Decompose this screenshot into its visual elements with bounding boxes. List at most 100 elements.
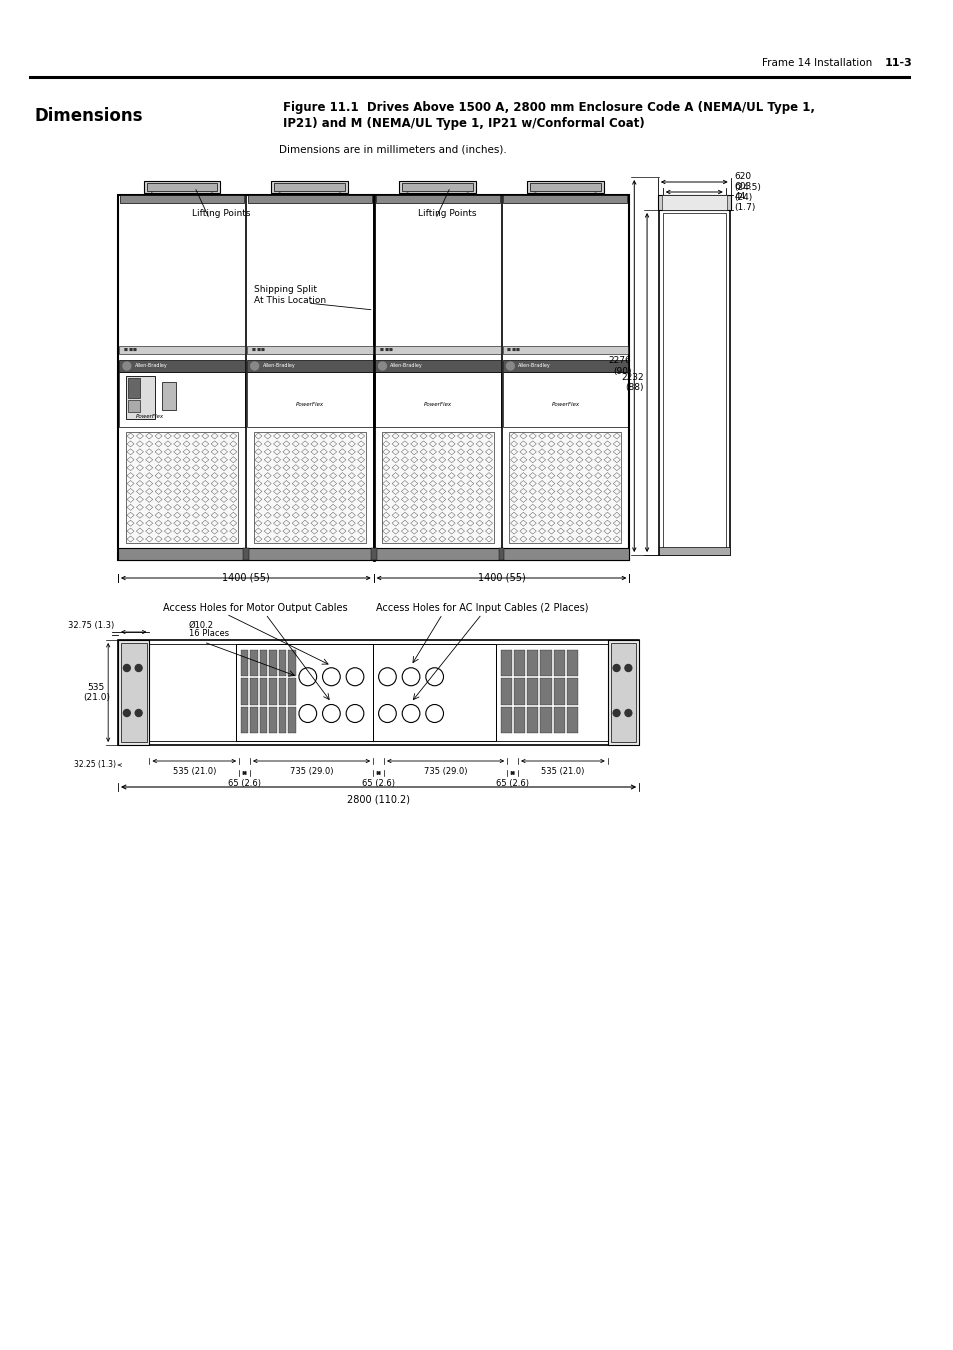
Text: IP21) and M (NEMA/UL Type 1, IP21 w/Conformal Coat): IP21) and M (NEMA/UL Type 1, IP21 w/Conf… bbox=[283, 117, 644, 131]
Text: 535 (21.0): 535 (21.0) bbox=[172, 767, 215, 776]
Text: 2276
(90): 2276 (90) bbox=[608, 356, 631, 375]
Text: ■ ■■: ■ ■■ bbox=[252, 348, 264, 352]
Bar bbox=[243, 548, 249, 560]
Bar bbox=[553, 706, 564, 733]
Circle shape bbox=[613, 710, 619, 717]
Bar bbox=[259, 649, 267, 676]
Text: 65 (2.6): 65 (2.6) bbox=[496, 779, 529, 788]
Bar bbox=[375, 360, 500, 373]
Text: 11-3: 11-3 bbox=[884, 58, 912, 68]
Text: PowerFlex: PowerFlex bbox=[295, 402, 323, 406]
Bar bbox=[661, 194, 726, 211]
Bar bbox=[375, 194, 499, 202]
Circle shape bbox=[624, 664, 631, 671]
Bar bbox=[128, 400, 139, 412]
Text: 1400 (55): 1400 (55) bbox=[477, 572, 525, 583]
Bar bbox=[269, 678, 276, 705]
Bar bbox=[241, 678, 248, 705]
Bar bbox=[500, 678, 512, 705]
Text: 2800 (110.2): 2800 (110.2) bbox=[347, 794, 410, 805]
Bar bbox=[247, 360, 373, 373]
Bar bbox=[514, 678, 524, 705]
Text: 603
(24): 603 (24) bbox=[734, 182, 752, 201]
Bar bbox=[288, 706, 295, 733]
Bar bbox=[539, 678, 551, 705]
Text: Frame 14 Installation: Frame 14 Installation bbox=[761, 58, 871, 68]
Circle shape bbox=[123, 710, 131, 717]
Bar bbox=[500, 649, 512, 676]
Bar bbox=[150, 644, 235, 741]
Bar bbox=[553, 678, 564, 705]
Bar bbox=[278, 678, 286, 705]
Bar bbox=[288, 649, 295, 676]
Bar bbox=[553, 649, 564, 676]
Bar bbox=[259, 678, 267, 705]
Bar bbox=[496, 644, 609, 741]
Bar bbox=[147, 184, 217, 190]
Bar bbox=[662, 213, 725, 552]
Bar bbox=[381, 432, 493, 543]
Bar bbox=[272, 181, 348, 193]
Bar bbox=[143, 181, 220, 193]
Bar bbox=[251, 678, 257, 705]
Bar bbox=[607, 640, 639, 745]
Bar bbox=[527, 678, 537, 705]
Bar bbox=[527, 649, 537, 676]
Bar bbox=[502, 346, 628, 354]
Bar bbox=[253, 432, 365, 543]
Bar bbox=[162, 382, 176, 410]
Text: 2232
(88): 2232 (88) bbox=[620, 373, 643, 393]
Text: 535 (21.0): 535 (21.0) bbox=[540, 767, 584, 776]
Bar bbox=[658, 194, 730, 211]
Bar bbox=[259, 706, 267, 733]
Text: Allen-Bradley: Allen-Bradley bbox=[134, 363, 168, 369]
Text: Allen-Bradley: Allen-Bradley bbox=[517, 363, 551, 369]
Bar bbox=[118, 640, 150, 745]
Text: PowerFlex: PowerFlex bbox=[135, 414, 164, 420]
Bar bbox=[659, 547, 729, 555]
Text: Figure 11.1  Drives Above 1500 A, 2800 mm Enclosure Code A (NEMA/UL Type 1,: Figure 11.1 Drives Above 1500 A, 2800 mm… bbox=[283, 100, 815, 113]
Bar bbox=[500, 706, 512, 733]
Bar bbox=[241, 706, 248, 733]
Bar bbox=[659, 211, 729, 555]
Bar bbox=[402, 184, 473, 190]
Bar bbox=[251, 649, 257, 676]
Text: 32.25 (1.3): 32.25 (1.3) bbox=[74, 760, 116, 770]
Bar bbox=[373, 644, 496, 741]
Text: PowerFlex: PowerFlex bbox=[423, 402, 451, 406]
Bar bbox=[375, 346, 500, 354]
Bar bbox=[121, 643, 147, 743]
Text: 65 (2.6): 65 (2.6) bbox=[228, 779, 261, 788]
Bar bbox=[610, 643, 636, 743]
Bar bbox=[503, 194, 627, 202]
Bar bbox=[527, 706, 537, 733]
Bar bbox=[288, 678, 295, 705]
Bar bbox=[248, 194, 372, 202]
Bar bbox=[118, 640, 639, 745]
Bar bbox=[566, 706, 578, 733]
Text: 735 (29.0): 735 (29.0) bbox=[423, 767, 467, 776]
Bar bbox=[514, 706, 524, 733]
Text: Ø10.2: Ø10.2 bbox=[189, 621, 213, 630]
Bar bbox=[539, 649, 551, 676]
Circle shape bbox=[378, 362, 386, 370]
Text: 44
(1.7): 44 (1.7) bbox=[734, 192, 755, 212]
Bar bbox=[235, 644, 373, 741]
Bar bbox=[566, 649, 578, 676]
Circle shape bbox=[123, 362, 131, 370]
Text: Allen-Bradley: Allen-Bradley bbox=[262, 363, 295, 369]
Bar bbox=[126, 432, 237, 543]
Bar bbox=[527, 181, 603, 193]
Text: Lifting Points: Lifting Points bbox=[417, 208, 476, 217]
Bar bbox=[119, 360, 245, 373]
Circle shape bbox=[613, 664, 619, 671]
Bar bbox=[118, 194, 629, 560]
Circle shape bbox=[135, 710, 142, 717]
Circle shape bbox=[624, 710, 631, 717]
Text: ■ ■■: ■ ■■ bbox=[124, 348, 136, 352]
Text: Access Holes for AC Input Cables (2 Places): Access Holes for AC Input Cables (2 Plac… bbox=[375, 603, 587, 613]
Text: 16 Places: 16 Places bbox=[189, 629, 229, 639]
Circle shape bbox=[135, 664, 142, 671]
Text: 735 (29.0): 735 (29.0) bbox=[290, 767, 333, 776]
Bar bbox=[269, 649, 276, 676]
